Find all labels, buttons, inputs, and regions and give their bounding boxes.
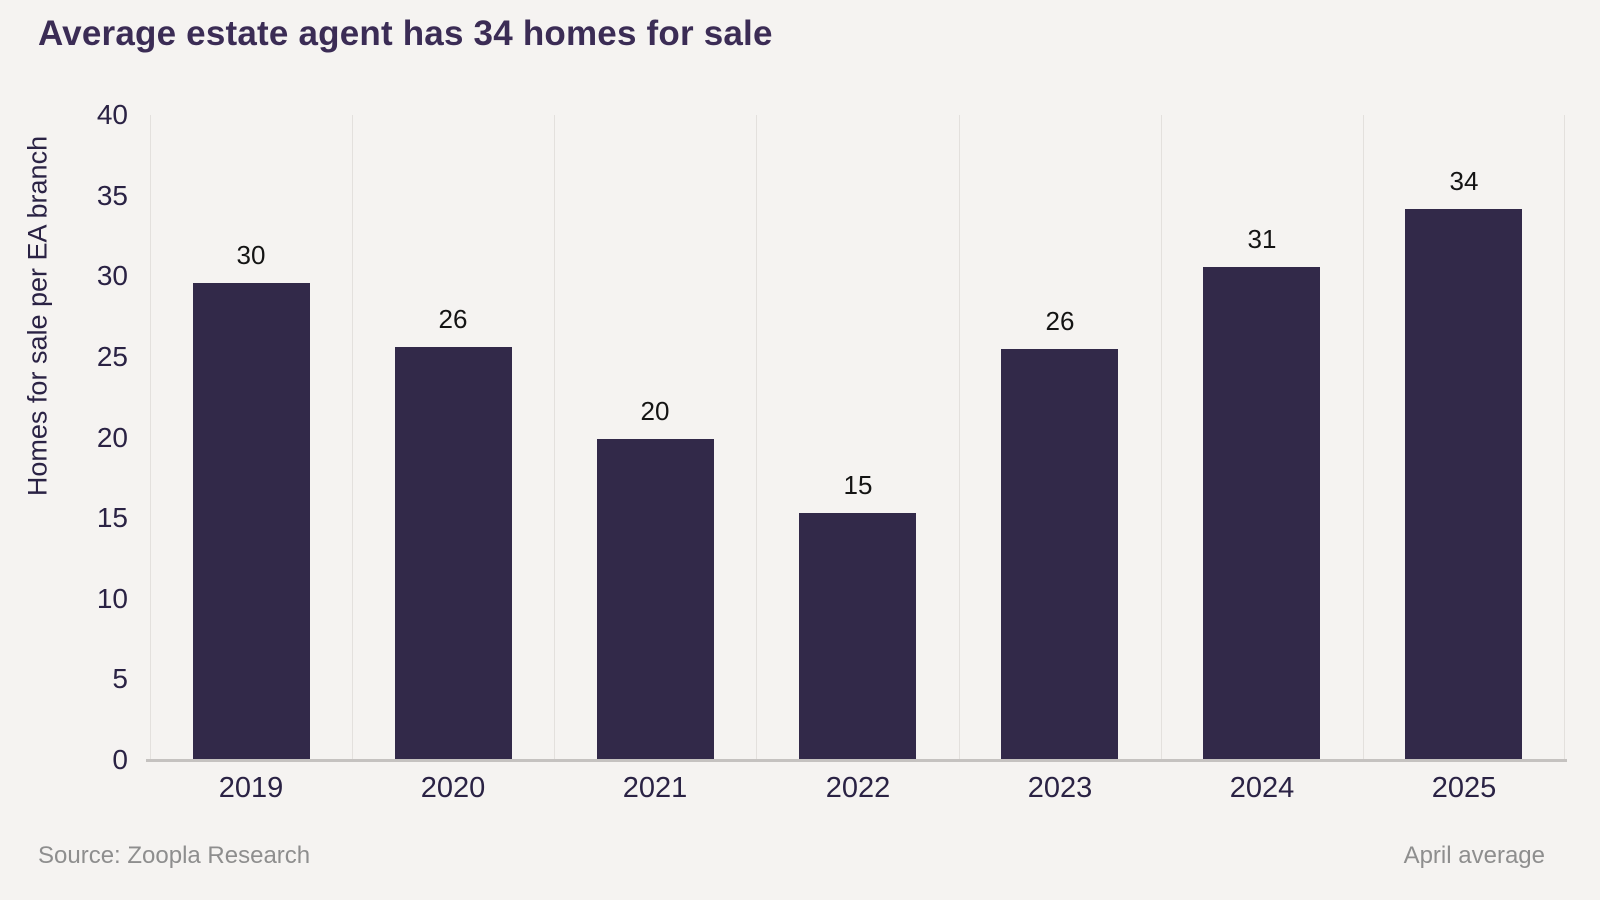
bar <box>799 513 916 760</box>
bar <box>1203 267 1320 760</box>
bar-value-label: 20 <box>640 396 670 426</box>
gridline <box>352 115 353 760</box>
gridline <box>150 115 151 760</box>
gridline <box>1363 115 1364 760</box>
bar <box>193 283 310 760</box>
x-tick-label: 2020 <box>420 772 486 804</box>
bar <box>1405 209 1522 760</box>
y-tick-label: 25 <box>96 341 128 372</box>
x-tick-label: 2022 <box>825 772 891 804</box>
y-tick-label: 20 <box>96 422 128 453</box>
bar <box>1001 349 1118 760</box>
y-axis-title: Homes for sale per EA branch <box>22 135 53 497</box>
y-tick-label: 35 <box>96 180 128 211</box>
gridline <box>756 115 757 760</box>
gridline <box>1564 115 1565 760</box>
y-tick-label: 30 <box>96 260 128 291</box>
gridline <box>1161 115 1162 760</box>
plot-area: 30 26 20 15 26 31 34 <box>150 115 1565 760</box>
y-tick-label: 15 <box>96 502 128 533</box>
bar <box>395 347 512 760</box>
source-credit: Source: Zoopla Research <box>38 842 311 869</box>
bar-value-label: 26 <box>438 304 468 334</box>
y-tick-label: 5 <box>112 663 128 694</box>
x-tick-label: 2019 <box>218 772 284 804</box>
footer-note: April average <box>1403 842 1545 869</box>
x-axis-line <box>146 759 1567 762</box>
bar-value-label: 31 <box>1247 224 1277 254</box>
bar-value-label: 15 <box>843 470 873 500</box>
bar <box>597 439 714 760</box>
x-tick-label: 2021 <box>622 772 688 804</box>
y-tick-label: 40 <box>96 99 128 130</box>
y-tick-label: 0 <box>112 744 128 775</box>
x-tick-label: 2023 <box>1027 772 1093 804</box>
y-tick-label: 10 <box>96 583 128 614</box>
x-tick-label: 2025 <box>1431 772 1497 804</box>
chart-title: Average estate agent has 34 homes for sa… <box>38 14 773 53</box>
x-tick-label: 2024 <box>1229 772 1295 804</box>
gridline <box>959 115 960 760</box>
bar-value-label: 26 <box>1045 306 1075 336</box>
gridline <box>554 115 555 760</box>
bar-value-label: 34 <box>1449 166 1479 196</box>
bar-value-label: 30 <box>236 240 266 270</box>
